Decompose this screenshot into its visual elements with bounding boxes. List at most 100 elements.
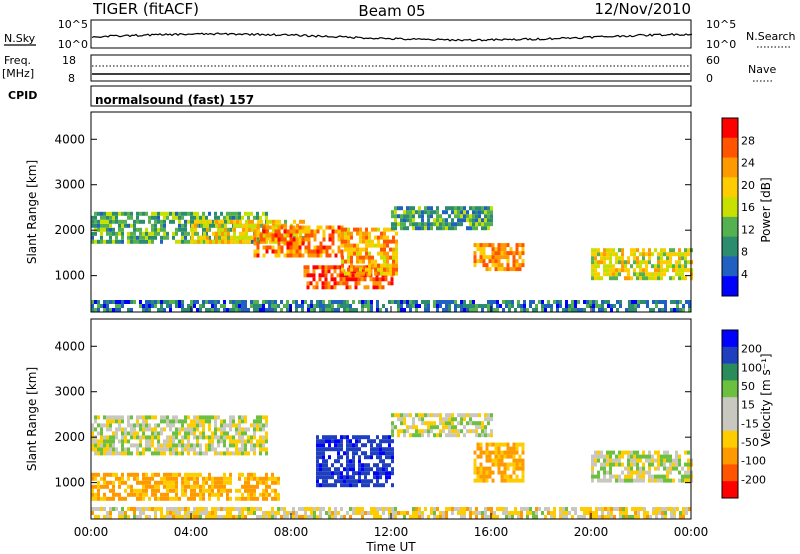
velocity-cell [433, 433, 436, 438]
power-cell [187, 239, 190, 244]
power-cell [424, 304, 427, 308]
velocity-cell [553, 515, 556, 519]
velocity-cell [148, 439, 151, 444]
velocity-cell [259, 419, 262, 424]
velocity-cell [112, 484, 115, 489]
power-cell [409, 210, 412, 215]
velocity-cell [118, 423, 121, 428]
power-cell [395, 243, 398, 248]
velocity-cell [508, 511, 511, 515]
power-cell [451, 226, 454, 231]
velocity-cell [244, 515, 247, 519]
velocity-cell [325, 467, 328, 472]
power-cell [357, 265, 361, 270]
power-cell [356, 259, 359, 264]
power-cell [457, 210, 460, 215]
velocity-cell [609, 462, 612, 467]
velocity-cell [187, 451, 190, 456]
power-cell [136, 215, 139, 220]
power-cell [313, 253, 317, 258]
power-cell [391, 214, 394, 219]
power-cell [359, 255, 362, 260]
velocity-colorbar-tick: 50 [741, 380, 755, 393]
velocity-cell [373, 515, 376, 519]
power-cell [503, 243, 507, 248]
power-cell [229, 308, 232, 312]
power-cell [197, 235, 200, 240]
power-cell [392, 259, 395, 264]
power-cell [663, 272, 666, 277]
power-cell [529, 300, 532, 304]
power-cell [139, 300, 142, 304]
power-cell [127, 300, 130, 304]
power-cell [130, 308, 133, 312]
velocity-cell [112, 443, 115, 448]
velocity-cell [382, 463, 385, 468]
velocity-cell [196, 423, 199, 428]
power-cell [151, 304, 154, 308]
power-cell [256, 249, 260, 254]
velocity-cell [124, 435, 127, 440]
velocity-cell [343, 479, 346, 484]
velocity-cell [100, 447, 103, 452]
power-cell [383, 263, 386, 268]
velocity-cell [642, 450, 645, 455]
velocity-cell [675, 466, 678, 471]
power-cell [121, 235, 124, 240]
velocity-cell [606, 470, 609, 475]
velocity-cell [199, 423, 202, 428]
power-cell [142, 211, 145, 216]
power-cell [368, 243, 371, 248]
power-cell [166, 231, 169, 236]
velocity-cell [106, 435, 109, 440]
power-cell [347, 227, 350, 232]
velocity-cell [223, 484, 226, 489]
velocity-cell [178, 472, 181, 477]
velocity-cell [241, 435, 244, 440]
power-cell [603, 252, 606, 257]
power-cell [380, 243, 383, 248]
velocity-cell [190, 431, 193, 436]
velocity-cell [106, 423, 109, 428]
power-cell [628, 304, 631, 308]
power-cell [223, 215, 226, 220]
power-cell [610, 308, 613, 312]
velocity-cell [127, 515, 130, 519]
power-cell [640, 300, 643, 304]
velocity-cell [229, 423, 232, 428]
velocity-cell [181, 480, 184, 485]
velocity-cell [654, 466, 657, 471]
velocity-cell [637, 511, 640, 515]
velocity-cell [238, 415, 241, 420]
velocity-cell [382, 467, 385, 472]
power-cell [609, 252, 612, 257]
power-cell [509, 267, 513, 272]
velocity-cell [139, 423, 142, 428]
power-cell [378, 285, 382, 290]
power-cell [133, 300, 136, 304]
velocity-cell [506, 450, 510, 455]
velocity-cell [184, 480, 187, 485]
velocity-cell [142, 431, 145, 436]
velocity-cell [142, 488, 145, 493]
velocity-cell [445, 417, 448, 422]
velocity-cell [139, 443, 142, 448]
velocity-cell [154, 480, 157, 485]
velocity-cell [181, 419, 184, 424]
velocity-cell [497, 462, 501, 467]
power-cell [233, 219, 236, 224]
power-cell [460, 304, 463, 308]
velocity-cell [94, 447, 97, 452]
power-cell [229, 300, 232, 304]
power-cell [636, 264, 639, 269]
velocity-cell [388, 435, 391, 440]
power-cell [280, 308, 283, 312]
velocity-cell [106, 472, 109, 477]
power-cell [244, 308, 247, 312]
power-cell [226, 308, 229, 312]
velocity-cell [94, 439, 97, 444]
power-cell [478, 214, 481, 219]
power-cell [511, 304, 514, 308]
velocity-cell [666, 470, 669, 475]
velocity-cell [241, 443, 244, 448]
